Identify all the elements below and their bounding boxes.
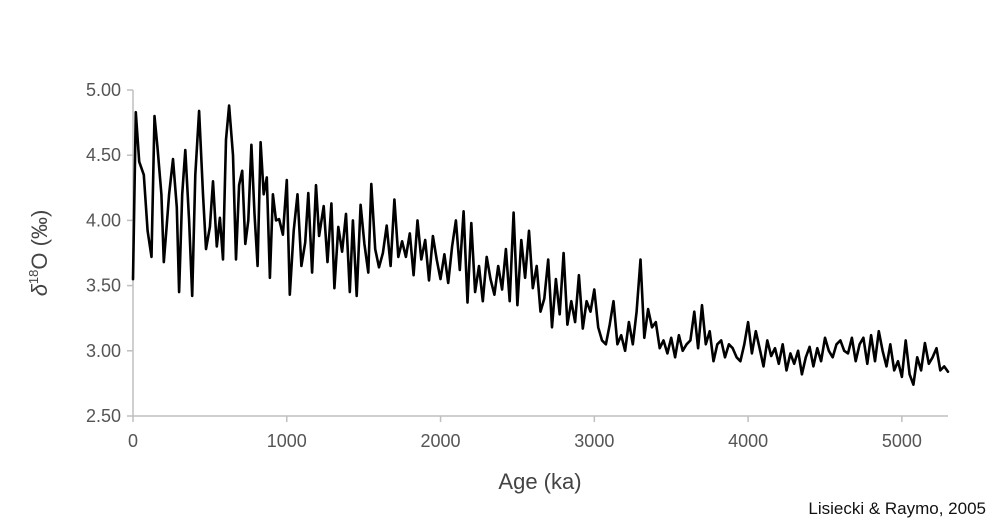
y-tick-label: 3.50 [86, 276, 121, 296]
source-note: Lisiecki & Raymo, 2005 [808, 499, 986, 518]
x-axis-title: Age (ka) [498, 469, 581, 494]
x-tick-label: 3000 [574, 431, 614, 451]
y-axis-title: δ18O (‰) [26, 210, 52, 297]
y-tick-label: 5.00 [86, 80, 121, 100]
y-tick-label: 2.50 [86, 406, 121, 426]
x-tick-label: 4000 [728, 431, 768, 451]
x-tick-label: 0 [128, 431, 138, 451]
y-tick-label: 3.00 [86, 341, 121, 361]
series-line [131, 104, 950, 386]
y-tick-labels: 2.50 3.00 3.50 4.00 4.50 5.00 [86, 80, 133, 426]
x-tick-label: 5000 [882, 431, 922, 451]
x-tick-labels: 0 1000 2000 3000 4000 5000 [128, 416, 922, 451]
y-tick-label: 4.00 [86, 210, 121, 230]
x-tick-label: 2000 [421, 431, 461, 451]
y-tick-label: 4.50 [86, 145, 121, 165]
x-tick-label: 1000 [267, 431, 307, 451]
